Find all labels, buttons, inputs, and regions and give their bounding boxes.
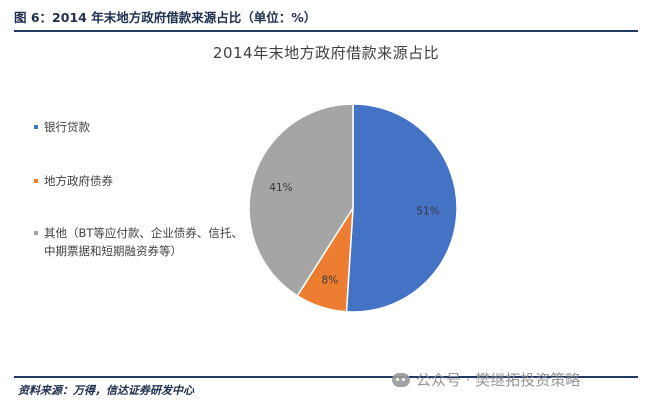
legend-label-other: 其他（BT等应付款、企业债券、信托、中期票据和短期融资券等） (44, 226, 243, 258)
pie-slice-other (248, 103, 354, 297)
source-note: 资料来源：万得，信达证券研发中心 (18, 384, 194, 397)
legend-swatch-bank-loans (34, 125, 38, 129)
pie-labels: 51% 8% 41% (269, 182, 439, 286)
legend-item-government-bonds: 地方政府债券 (34, 172, 113, 190)
legend-swatch-other (34, 231, 38, 235)
watermark: 公众号 · 樊继拓投资策略 (392, 369, 580, 390)
watermark-text: 公众号 · 樊继拓投资策略 (416, 371, 581, 389)
pie-label-bank-loans: 51% (416, 205, 439, 217)
figure-caption: 图 6：2014 年末地方政府借款来源占比（单位：%） (14, 10, 317, 25)
legend-item-bank-loans: 银行贷款 (34, 118, 90, 136)
pie-label-other: 41% (269, 182, 292, 194)
pie-label-government-bonds: 8% (321, 274, 338, 286)
top-divider (14, 30, 638, 32)
legend-label-government-bonds: 地方政府债券 (44, 174, 113, 188)
wechat-icon (392, 373, 410, 387)
chart-title: 2014年末地方政府借款来源占比 (212, 44, 440, 62)
bottom-divider (14, 376, 638, 378)
legend-label-bank-loans: 银行贷款 (44, 120, 90, 134)
pie-slice-bank-loans (345, 103, 458, 313)
pie-slices (248, 103, 458, 313)
legend-swatch-government-bonds (34, 179, 38, 183)
legend-item-other: 其他（BT等应付款、企业债券、信托、中期票据和短期融资券等） (34, 224, 244, 260)
